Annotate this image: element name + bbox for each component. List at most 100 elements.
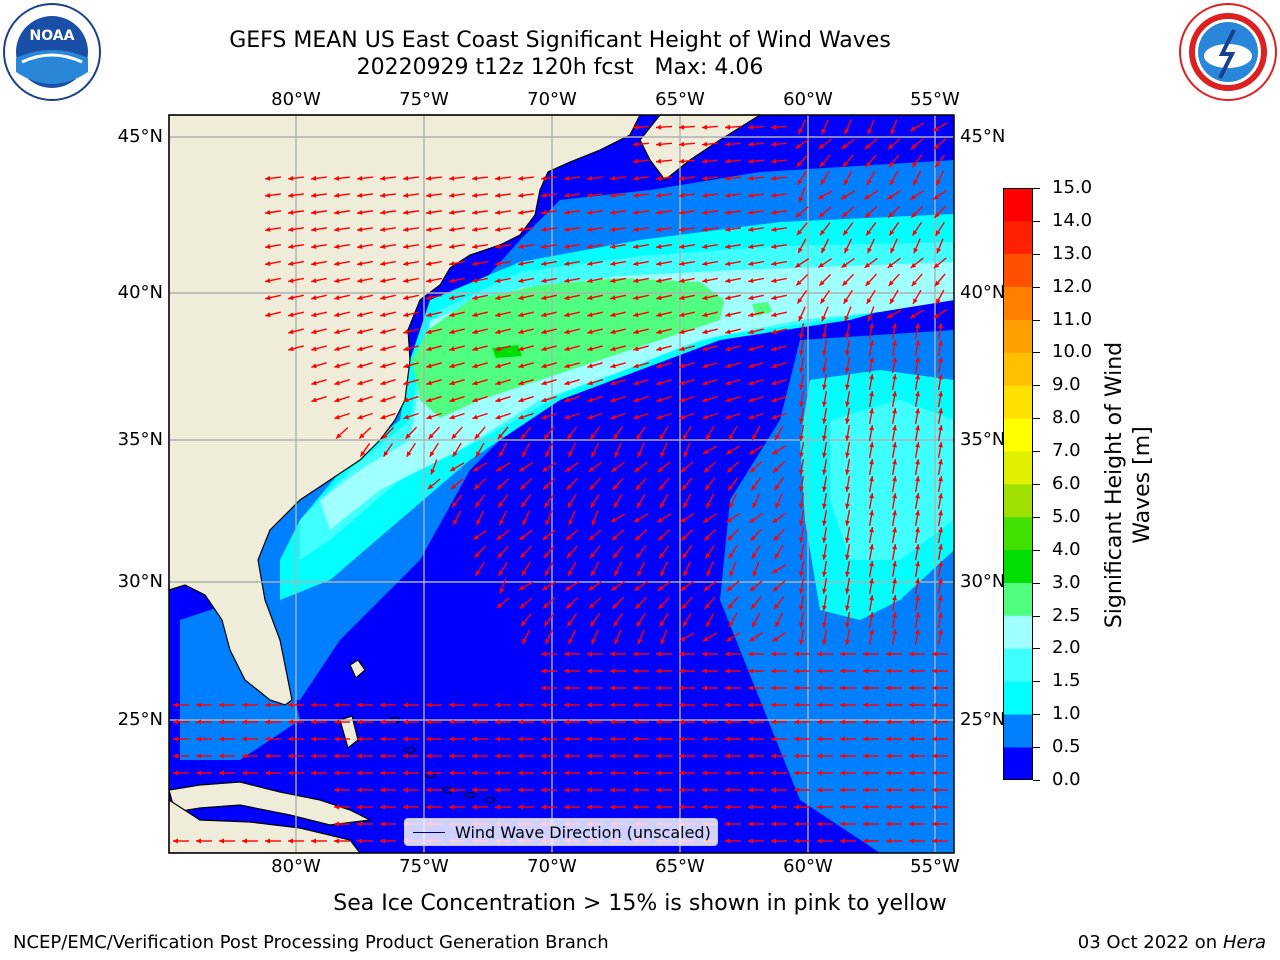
wave-arrow [751, 425, 761, 441]
wave-arrow [656, 685, 672, 691]
wave-arrow [609, 243, 627, 249]
wave-arrow [771, 651, 787, 657]
wave-arrow [914, 509, 920, 527]
wave-arrow [822, 628, 828, 646]
wave-arrow [357, 753, 373, 759]
wave-arrow [771, 804, 787, 810]
wave-arrow [747, 226, 765, 232]
wave-arrow [794, 719, 810, 725]
wave-arrow [914, 594, 920, 612]
wave-arrow [403, 412, 419, 420]
wave-arrow [448, 192, 466, 198]
wave-arrow [749, 512, 763, 524]
colorbar-tick-label: 0.5 [1052, 736, 1081, 758]
wave-arrow [540, 192, 558, 198]
wave-arrow [264, 175, 282, 181]
wave-arrow [771, 631, 787, 643]
wave-arrow [702, 345, 718, 352]
wave-arrow [403, 804, 419, 810]
wave-arrow [679, 379, 695, 386]
wave-arrow [564, 719, 580, 725]
wave-arrow [517, 175, 535, 181]
wave-arrow [679, 311, 695, 318]
wave-arrow [749, 461, 763, 473]
wave-arrow [656, 260, 672, 267]
wave-arrow [496, 597, 510, 609]
wave-arrow [567, 561, 577, 577]
wave-arrow [932, 685, 948, 691]
wave-arrow [426, 294, 442, 301]
wave-arrow [937, 560, 943, 578]
colorbar-tick-label: 7.0 [1052, 440, 1081, 462]
wave-arrow [794, 258, 810, 268]
wave-arrow [680, 528, 694, 542]
wave-arrow [632, 243, 650, 249]
wave-arrow [748, 787, 764, 793]
colorbar-tick-mark [1033, 319, 1040, 321]
wave-arrow [288, 277, 304, 284]
wave-arrow [380, 412, 396, 420]
wave-arrow [541, 395, 557, 403]
wave-arrow [909, 189, 925, 201]
wave-arrow [219, 702, 235, 708]
wave-arrow [379, 226, 397, 232]
wave-arrow [219, 753, 235, 759]
wave-arrow [586, 175, 604, 181]
map-legend: Wind Wave Direction (unscaled) [404, 818, 718, 846]
wave-arrow [472, 719, 488, 725]
wave-contour [752, 302, 772, 316]
wave-arrow [357, 821, 373, 827]
wave-arrow [682, 612, 692, 628]
wave-arrow [333, 226, 351, 232]
wave-arrow [265, 838, 281, 844]
footer-date: 03 Oct 2022 on Hera [1078, 932, 1266, 953]
wave-arrow [472, 395, 488, 403]
wave-arrow [265, 736, 281, 742]
wave-arrow [796, 290, 808, 304]
wave-arrow [937, 407, 943, 425]
wave-arrow [518, 294, 534, 301]
wave-arrow [729, 561, 737, 577]
wave-arrow [818, 206, 832, 218]
wave-arrow [840, 804, 856, 810]
wave-arrow [610, 395, 626, 403]
wave-arrow [610, 651, 626, 657]
wave-arrow [449, 277, 465, 284]
wave-arrow [288, 736, 304, 742]
wave-arrow [678, 141, 696, 147]
wave-arrow [891, 441, 897, 459]
wave-arrow [840, 668, 856, 674]
wave-arrow [679, 513, 695, 523]
wave-arrow [612, 477, 624, 491]
wave-arrow [403, 345, 419, 352]
wave-arrow [587, 581, 603, 591]
wave-arrow [425, 243, 443, 249]
colorbar-tick-mark [1033, 582, 1040, 584]
wave-arrow [724, 158, 742, 164]
wave-arrow [265, 702, 281, 708]
wave-arrow [357, 328, 373, 335]
wave-arrow [541, 685, 557, 691]
wave-arrow [748, 821, 764, 827]
wave-arrow [173, 753, 189, 759]
wave-arrow [817, 736, 833, 742]
legend-line-icon [413, 831, 445, 833]
lon-label: 80°W [271, 89, 321, 110]
wave-arrow [471, 226, 489, 232]
colorbar-tick-mark [1033, 484, 1040, 485]
wave-arrow [770, 124, 788, 130]
wave-arrow [242, 838, 258, 844]
wave-arrow [725, 395, 741, 403]
wave-arrow [822, 373, 828, 391]
wave-arrow [909, 821, 925, 827]
wave-arrow [799, 526, 805, 544]
wave-arrow [863, 821, 879, 827]
wave-arrow [702, 651, 718, 657]
wave-arrow [494, 209, 512, 215]
wave-arrow [932, 309, 948, 319]
wave-arrow [909, 702, 925, 708]
wave-arrow [748, 736, 764, 742]
lon-label: 75°W [399, 856, 449, 877]
wave-arrow [702, 260, 718, 267]
wave-arrow [868, 356, 874, 374]
